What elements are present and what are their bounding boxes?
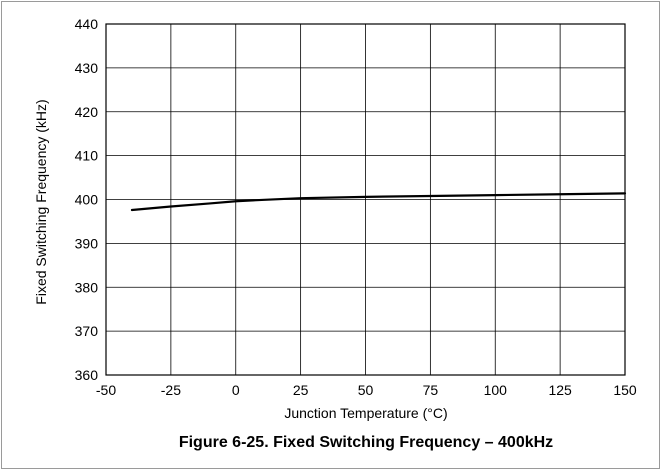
- y-tick-label: 420: [75, 104, 99, 120]
- y-tick-label: 360: [75, 367, 99, 383]
- y-axis-title: Fixed Switching Frequency (kHz): [33, 99, 49, 304]
- x-tick-label: 50: [358, 382, 374, 398]
- y-tick-label: 390: [75, 235, 99, 251]
- series-group: [130, 192, 627, 212]
- x-tick-label: 125: [548, 382, 572, 398]
- x-tick-label: -50: [96, 382, 116, 398]
- x-tick-label: 100: [484, 382, 508, 398]
- x-tick-label: 0: [232, 382, 240, 398]
- figure-caption: Figure 6-25. Fixed Switching Frequency –…: [179, 434, 553, 451]
- x-tick-label: 150: [613, 382, 637, 398]
- y-tick-label: 430: [75, 60, 99, 76]
- y-tick-label: 410: [75, 148, 99, 164]
- x-tick-label: 75: [423, 382, 439, 398]
- series-line: [130, 192, 627, 212]
- y-tick-label: 440: [75, 16, 99, 32]
- y-tick-labels: 360 370 380 390 400 410 420 430 440: [75, 16, 99, 383]
- grid-lines: [106, 24, 625, 375]
- y-tick-label: 400: [75, 192, 99, 208]
- y-tick-label: 380: [75, 279, 99, 295]
- x-tick-label: -25: [161, 382, 181, 398]
- x-axis-title: Junction Temperature (°C): [284, 405, 447, 421]
- y-tick-label: 370: [75, 323, 99, 339]
- x-tick-labels: -50 -25 0 25 50 75 100 125 150: [96, 382, 637, 398]
- x-tick-label: 25: [293, 382, 309, 398]
- plot-area: [105, 23, 626, 376]
